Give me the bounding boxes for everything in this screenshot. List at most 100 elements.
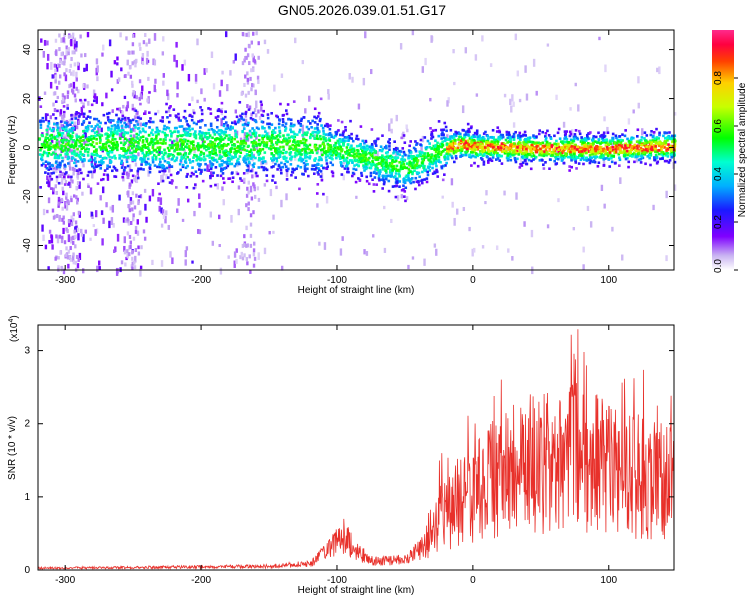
spectrogram-cell (433, 171, 437, 175)
spectrogram-cell (404, 153, 407, 157)
spectrogram-cell (135, 148, 139, 151)
spectrogram-cell (390, 218, 393, 224)
spectrogram-cell (102, 148, 106, 151)
spectrogram-cell (96, 123, 99, 127)
spectrogram-cell (584, 138, 587, 141)
spectrogram-cell (83, 159, 86, 162)
spectrogram-cell (235, 151, 238, 155)
spectrogram-cell (524, 138, 527, 141)
spectrogram-cell (503, 190, 506, 196)
spectrogram-cell (383, 247, 387, 253)
spectrogram-cell (77, 257, 80, 262)
spectrogram-cell (416, 172, 419, 176)
spectrogram-cell (162, 73, 165, 78)
spectrogram-cell (121, 128, 125, 132)
spectrogram-cell (244, 158, 248, 161)
spectrogram-cell (377, 156, 381, 160)
spectrogram-cell (242, 139, 246, 143)
spectrogram-cell (565, 143, 569, 147)
spectrogram-cell (429, 126, 432, 130)
spectrogram-cell (164, 138, 167, 142)
spectrogram-cell (660, 150, 663, 154)
spectrogram-cell (429, 97, 432, 102)
spectrogram-cell (512, 132, 516, 136)
spectrogram-cell (409, 140, 413, 143)
spectrogram-cell (252, 55, 255, 60)
spectrogram-cell (611, 132, 615, 136)
spectrogram-cell (157, 109, 160, 114)
spectrogram-cell (80, 171, 83, 175)
spectrogram-cell (167, 120, 171, 124)
spectrogram-cell (243, 253, 246, 258)
spectrogram-cell (133, 115, 137, 120)
spectrogram-cell (165, 102, 168, 106)
spectrogram-cell (62, 268, 66, 275)
spectrogram-cell (131, 147, 134, 150)
spectrogram-cell (138, 211, 142, 216)
spectrogram-cell (49, 187, 53, 190)
spectrogram-cell (594, 156, 597, 160)
spectrogram-cell (71, 50, 74, 55)
spectrogram-cell (229, 150, 233, 153)
spectrogram-cell (49, 137, 53, 140)
spectrogram-cell (570, 158, 573, 162)
spectrogram-cell (645, 141, 648, 145)
spectrogram-cell (370, 69, 373, 75)
spectrogram-cell (443, 121, 447, 125)
spectrogram-cell (202, 152, 206, 155)
spectrogram-cell (340, 139, 344, 143)
spectrogram-cell (298, 148, 301, 152)
spectrogram-cell (351, 76, 354, 83)
spectrogram-cell (76, 200, 79, 205)
spectrogram-cell (256, 149, 260, 153)
spectrogram-cell (188, 148, 191, 151)
spectrogram-cell (339, 248, 343, 256)
spectrogram-cell (108, 220, 111, 229)
spectrogram-cell (98, 125, 101, 129)
spectrogram-cell (304, 143, 308, 147)
spectrogram-cell (276, 140, 280, 144)
spectrogram-cell (479, 142, 483, 146)
spectrogram-cell (164, 151, 167, 155)
spectrogram-cell (326, 125, 330, 128)
spectrogram-cell (184, 158, 188, 161)
spectrogram-cell (129, 221, 133, 226)
spectrogram-cell (124, 262, 127, 267)
spectrogram-cell (445, 161, 448, 165)
spectrogram-cell (442, 136, 446, 139)
spectrogram-cell (548, 148, 552, 151)
spectrogram-cell (640, 143, 644, 147)
spectrogram-cell (271, 143, 275, 147)
spectrogram-cell (126, 249, 129, 254)
spectrogram-cell (573, 133, 577, 136)
spectrogram-cell (666, 139, 669, 142)
spectrogram-cell (131, 107, 135, 111)
spectrogram-cell (328, 131, 332, 135)
spectrogram-cell (40, 142, 44, 146)
spectrogram-cell (250, 83, 254, 88)
spectrogram-cell (113, 130, 116, 134)
spectrogram-cell (479, 156, 483, 160)
spectrogram-cell (323, 124, 327, 128)
spectrogram-cell (516, 70, 520, 77)
spectrogram-cell (589, 131, 592, 134)
spectrogram-cell (654, 145, 657, 148)
spectrogram-cell (532, 154, 536, 158)
spectrogram-cell (660, 153, 664, 156)
spectrogram-cell (247, 157, 250, 160)
spectrogram-cell (317, 111, 321, 115)
spectrogram-cell (432, 159, 436, 162)
spectrogram-cell (568, 143, 571, 147)
spectrogram-cell (229, 70, 232, 76)
spectrogram-cell (129, 155, 133, 159)
spectrogram-cell (65, 50, 68, 57)
spectrogram-cell (575, 136, 579, 140)
spectrogram-cell (145, 42, 148, 47)
spectrogram-cell (266, 122, 269, 126)
spectrogram-cell (369, 148, 373, 152)
spectrogram-cell (203, 140, 206, 144)
spectrogram-cell (303, 141, 307, 145)
spectrogram-cell (339, 161, 343, 164)
spectrogram-cell (590, 156, 593, 159)
spectrogram-cell (573, 157, 576, 161)
